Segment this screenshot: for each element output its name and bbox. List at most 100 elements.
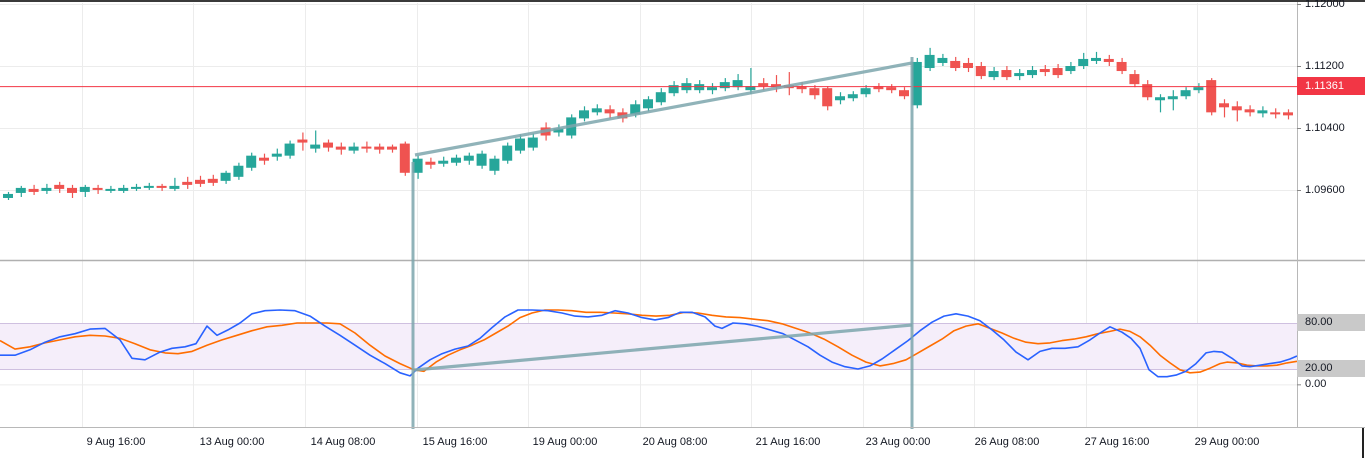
candle-down: [796, 86, 807, 90]
candle-down: [1244, 109, 1255, 113]
candle-up: [719, 82, 730, 89]
candle-up: [220, 172, 231, 181]
price-tick-label: 1.12000: [1305, 0, 1345, 10]
time-axis-label: 27 Aug 16:00: [1084, 436, 1150, 448]
candle-up: [489, 158, 500, 171]
candle-up: [579, 110, 589, 119]
candle-down: [1001, 70, 1012, 78]
candle-down: [335, 146, 346, 150]
time-axis-label: 15 Aug 16:00: [422, 436, 488, 448]
candle-up: [1155, 97, 1165, 101]
stoch-level-20-badge: 20.00: [1297, 360, 1365, 377]
candle-down: [195, 179, 205, 184]
candle-up: [41, 187, 52, 191]
candle-down: [425, 161, 436, 165]
time-axis-label: 26 Aug 08:00: [974, 436, 1040, 448]
candle-down: [975, 66, 986, 77]
candle-up: [745, 86, 756, 91]
candle-down: [156, 185, 167, 188]
candle-up: [1167, 96, 1178, 100]
candle-up: [310, 144, 321, 149]
candle-up: [643, 99, 653, 109]
candle-up: [284, 143, 295, 156]
candle-down: [54, 184, 65, 189]
candle-up: [515, 138, 525, 151]
candle-down: [67, 187, 77, 193]
candle-down: [771, 84, 781, 88]
window-top-edge: [0, 0, 1365, 2]
candle-up: [271, 153, 282, 157]
candle-up: [937, 57, 948, 63]
time-axis-label: 13 Aug 00:00: [199, 436, 265, 448]
candle-down: [604, 109, 615, 114]
candle-down: [822, 88, 833, 107]
candle-up: [143, 185, 154, 188]
candle-up: [476, 153, 487, 166]
candle-down: [1206, 80, 1217, 113]
candle-down: [1283, 112, 1293, 116]
candle-up: [246, 155, 257, 168]
candle-up: [1065, 66, 1076, 72]
candle-up: [988, 71, 999, 78]
candle-up: [118, 187, 129, 191]
candle-down: [963, 62, 973, 69]
candle-up: [169, 185, 180, 189]
candle-down: [28, 188, 39, 192]
time-axis-label: 9 Aug 16:00: [86, 436, 146, 448]
candle-up: [924, 54, 935, 69]
candle-down: [886, 87, 897, 91]
candle-down: [1052, 68, 1063, 76]
candle-down: [399, 143, 410, 173]
stoch-k-line: [0, 309, 1298, 378]
stoch-level-0-label: 0.00: [1305, 378, 1327, 391]
candle-down: [1103, 58, 1114, 62]
stoch-d-line: [0, 309, 1298, 374]
candle-up: [668, 85, 679, 94]
candle-up: [1180, 90, 1191, 97]
candle-down: [899, 90, 909, 97]
candle-up: [553, 128, 564, 133]
candle-up: [79, 186, 90, 192]
stoch-trendline-drawing[interactable]: [413, 323, 913, 372]
candle-down: [1116, 61, 1127, 72]
candle-up: [463, 155, 474, 161]
candle-down: [297, 139, 308, 143]
candle-up: [348, 146, 359, 151]
candle-down: [182, 181, 193, 185]
candle-up: [233, 165, 244, 177]
price-tick-label: 1.11200: [1305, 60, 1344, 72]
candle-down: [1270, 112, 1281, 115]
candle-up: [527, 137, 538, 148]
candle-down: [323, 142, 333, 148]
time-axis-label: 21 Aug 16:00: [755, 436, 821, 448]
candle-down: [92, 187, 103, 190]
candle-down: [1142, 84, 1153, 98]
candle-down: [809, 88, 820, 96]
candle-down: [387, 146, 397, 150]
candle-up: [1027, 70, 1037, 76]
last-price-badge: 1.11361: [1297, 77, 1365, 96]
candle-down: [1129, 74, 1140, 85]
candle-up: [591, 108, 602, 113]
candle-up: [732, 80, 743, 88]
candle-up: [1091, 57, 1101, 61]
time-axis-label: 19 Aug 00:00: [532, 436, 598, 448]
candle-down: [1039, 69, 1050, 73]
candle-up: [438, 160, 449, 164]
candle-up: [835, 96, 845, 101]
candle-down: [361, 146, 372, 149]
price-tick-label: 1.10400: [1305, 122, 1345, 134]
candle-up: [860, 88, 871, 95]
price-trendline-drawing[interactable]: [414, 61, 913, 157]
candle-up: [630, 104, 641, 115]
candle-up: [694, 84, 705, 91]
candle-down: [873, 86, 884, 90]
candle-down: [1231, 106, 1242, 111]
price-tick-label: 1.09600: [1305, 184, 1345, 196]
candle-up: [1078, 58, 1089, 66]
time-axis-label: 29 Aug 00:00: [1194, 436, 1260, 448]
stoch-band: [0, 323, 1297, 370]
time-axis-label: 23 Aug 00:00: [865, 436, 931, 448]
candle-down: [259, 157, 269, 161]
